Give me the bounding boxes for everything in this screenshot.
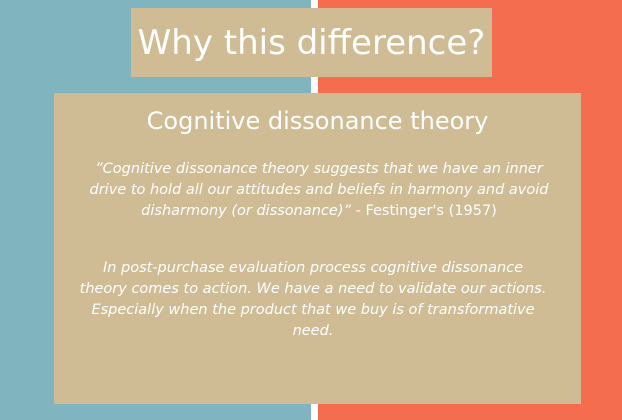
title-banner: Why this difference? (131, 8, 492, 77)
card-heading: Cognitive dissonance theory (146, 107, 489, 135)
quote-block: ”Cognitive dissonance theory suggests th… (84, 159, 554, 222)
quote-text: ”Cognitive dissonance theory suggests th… (89, 161, 549, 219)
quote-attribution: - Festinger's (1957) (351, 203, 497, 219)
body-paragraph: In post-purchase evaluation process cogn… (79, 260, 547, 339)
content-card: Cognitive dissonance theory ”Cognitive d… (54, 93, 581, 404)
slide-title: Why this difference? (137, 22, 486, 63)
